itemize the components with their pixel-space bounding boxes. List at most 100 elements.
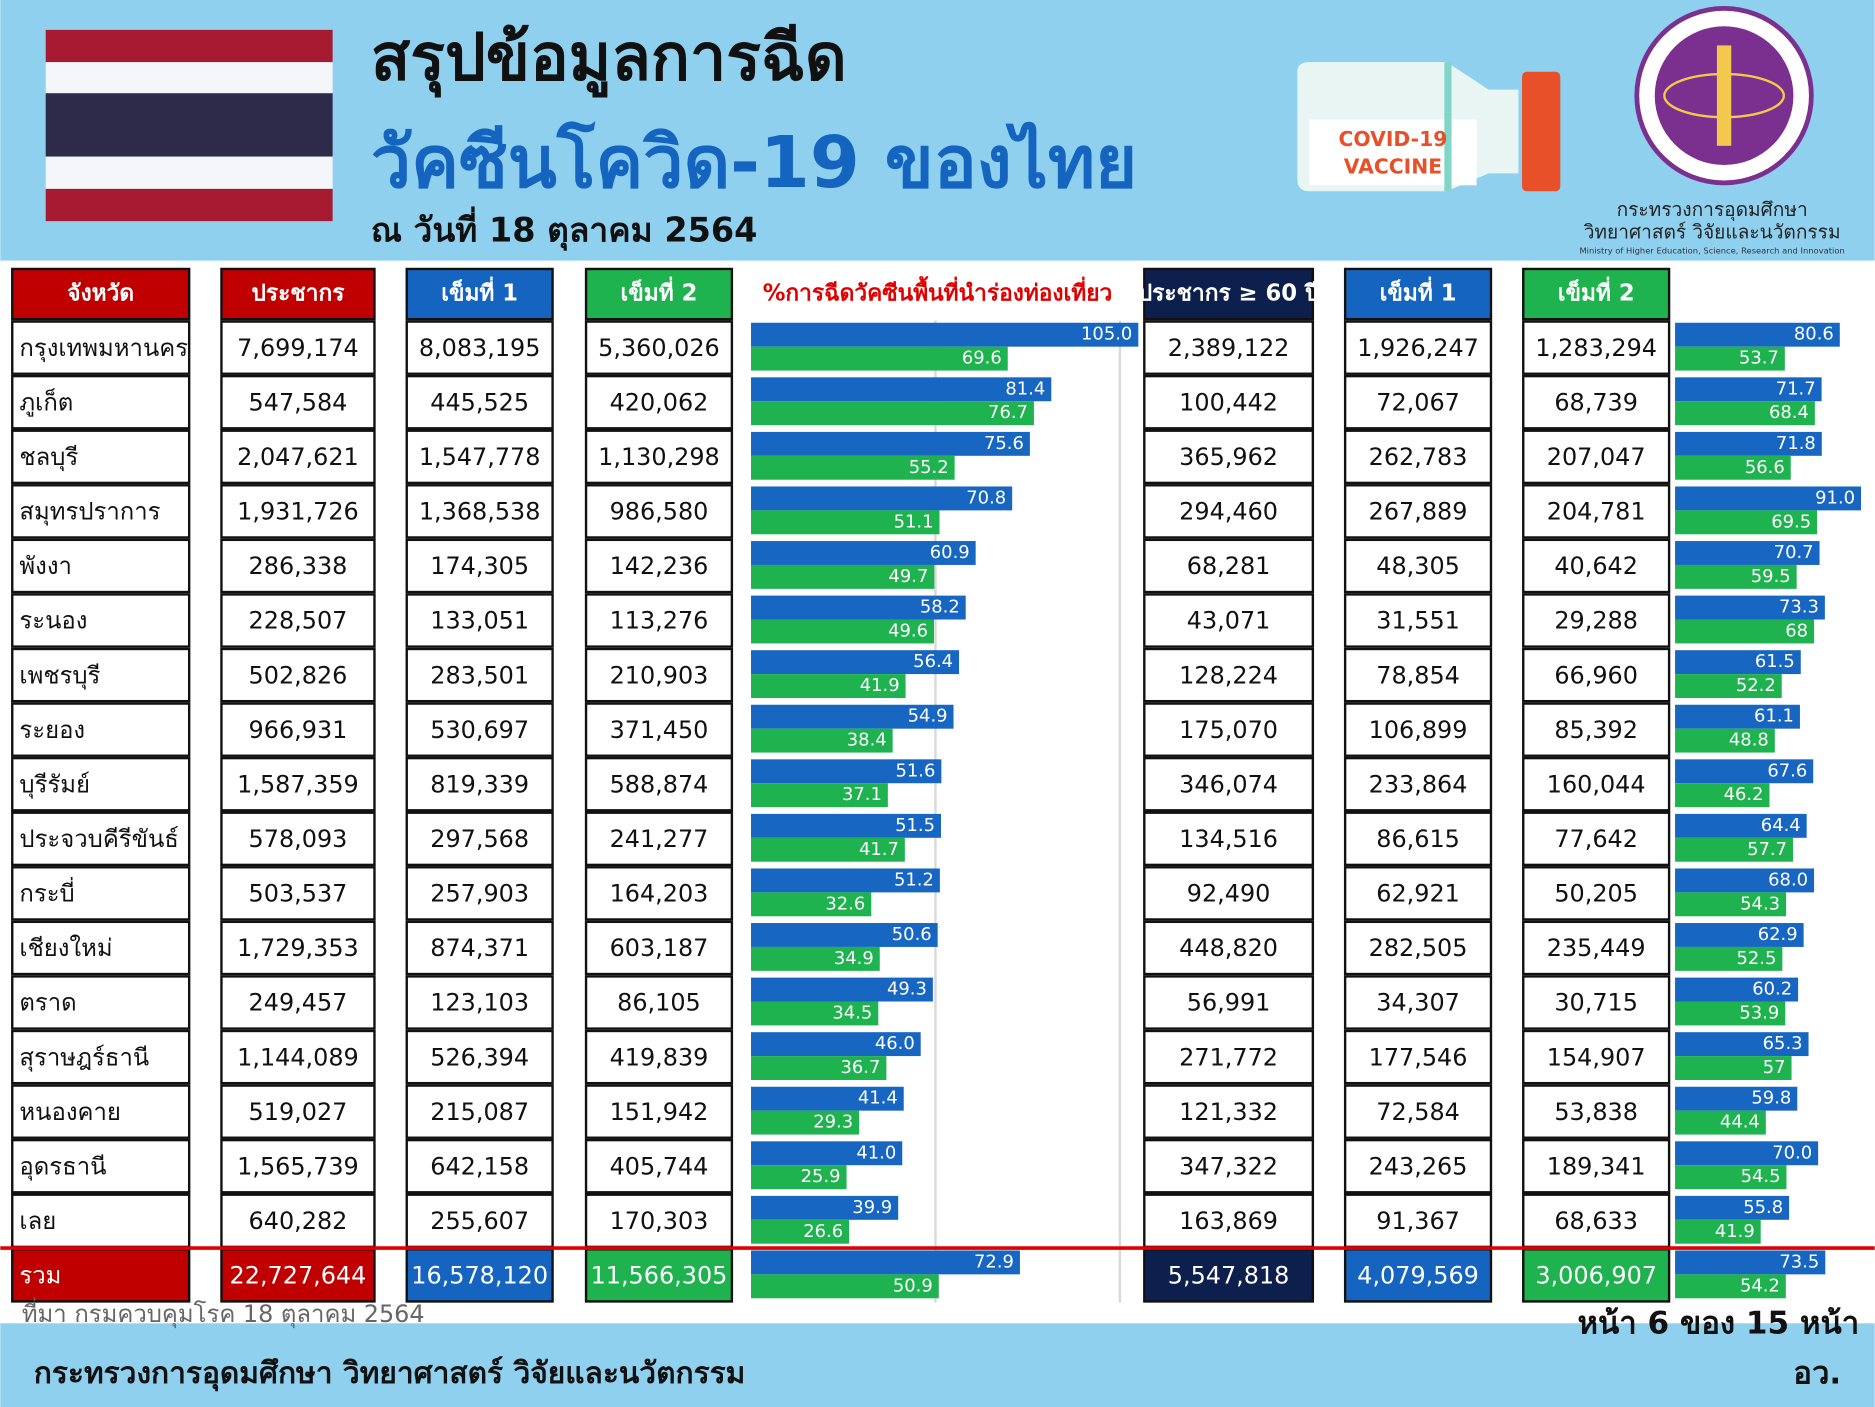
bar <box>751 783 888 808</box>
cell <box>11 647 191 703</box>
cell <box>1343 374 1493 430</box>
cell <box>1143 647 1315 703</box>
cell-value: 2,389,122 <box>1168 334 1290 362</box>
bar-label: 68.4 <box>1769 402 1809 423</box>
cell-value: 420,062 <box>610 388 709 416</box>
cell-value: 228,507 <box>249 607 348 635</box>
bar-label: 41.4 <box>858 1088 898 1109</box>
bar-label: 64.4 <box>1761 815 1801 836</box>
bar-label: 58.2 <box>920 597 960 618</box>
province-name: กรุงเทพมหานคร <box>19 334 188 362</box>
cell-value: 5,547,818 <box>1168 1262 1290 1290</box>
cell-value: 40,642 <box>1554 552 1638 580</box>
cell-value: 547,584 <box>249 388 348 416</box>
header-label: เข็มที่ 2 <box>1558 277 1635 307</box>
cell-value: 1,547,778 <box>419 443 541 471</box>
cell-value: 100,442 <box>1179 388 1278 416</box>
cell <box>11 1029 191 1085</box>
bar-label: 36.7 <box>841 1057 881 1078</box>
cell-value: 966,931 <box>249 716 348 744</box>
bar-label: 51.5 <box>895 815 935 836</box>
cell-value: 142,236 <box>610 552 709 580</box>
bar-label: 54.9 <box>908 706 948 727</box>
cell <box>220 538 376 594</box>
cell <box>1522 756 1671 812</box>
bar-label: 49.6 <box>888 620 928 641</box>
cell <box>405 920 554 976</box>
cell-value: 235,449 <box>1547 934 1646 962</box>
province-name: หนองคาย <box>19 1098 121 1126</box>
bar <box>751 322 1139 347</box>
cell <box>1522 538 1671 594</box>
cell-value: 68,281 <box>1187 552 1271 580</box>
cell-value: 267,889 <box>1369 498 1468 526</box>
cell <box>11 593 191 648</box>
cell-value: 262,783 <box>1369 443 1468 471</box>
cell-value: 5,360,026 <box>598 334 720 362</box>
province-name: สุราษฎร์ธานี <box>19 1043 149 1071</box>
bar <box>751 868 940 893</box>
bar-label: 46.0 <box>875 1033 915 1054</box>
cell <box>1143 866 1315 921</box>
bar <box>1675 1195 1790 1220</box>
bar-label: 55.2 <box>909 457 949 478</box>
header-cell <box>1143 267 1315 321</box>
chart-title: %การฉีดวัคซีนพื้นที่นำร่องท่องเที่ยว <box>763 276 1113 307</box>
bar <box>1675 541 1820 565</box>
cell <box>1343 702 1493 757</box>
cell-value: 448,820 <box>1179 934 1278 962</box>
bar <box>1675 1250 1826 1275</box>
bar <box>1675 1086 1798 1111</box>
cell-value: 163,869 <box>1179 1207 1278 1235</box>
cell-value: 257,903 <box>430 880 529 908</box>
bar <box>1675 1056 1792 1080</box>
cell-value: 1,587,359 <box>237 770 359 798</box>
bar <box>1675 813 1807 838</box>
bar <box>751 564 935 589</box>
ministry-line1: กระทรวงการอุดมศึกษา <box>1617 198 1808 222</box>
bar-label: 75.6 <box>984 433 1024 454</box>
bar-label: 105.0 <box>1081 324 1132 345</box>
cell <box>1143 538 1315 594</box>
bar <box>751 1195 899 1220</box>
cell-value: 445,525 <box>430 388 529 416</box>
cell <box>220 756 376 812</box>
bar <box>1675 486 1862 511</box>
cell-value: 174,305 <box>430 552 529 580</box>
cell-value: 86,105 <box>617 989 701 1017</box>
cell-value: 50,205 <box>1554 880 1638 908</box>
bar-label: 52.5 <box>1736 948 1776 969</box>
cell-value: 177,546 <box>1369 1043 1468 1071</box>
cell <box>405 320 554 375</box>
cell <box>1522 975 1671 1030</box>
thai-flag <box>45 29 333 222</box>
cell <box>584 538 734 594</box>
province-name: ประจวบคีรีขันธ์ <box>19 825 178 853</box>
bar <box>1675 401 1815 426</box>
bar <box>751 346 1008 371</box>
cell-value: 91,367 <box>1376 1207 1460 1235</box>
bar <box>751 377 1052 402</box>
bar <box>751 401 1034 426</box>
bar <box>751 837 905 862</box>
badge-line1: COVID-19 <box>1339 127 1448 151</box>
header-cell <box>584 267 734 321</box>
cell <box>584 702 734 757</box>
cell-value: 346,074 <box>1179 770 1278 798</box>
cell <box>1343 593 1493 648</box>
cell <box>11 866 191 921</box>
bar-label: 70.8 <box>966 487 1006 508</box>
cell <box>584 374 734 430</box>
header-label: เข็มที่ 1 <box>1380 277 1457 307</box>
cell <box>11 1138 191 1194</box>
cell-value: 3,006,907 <box>1535 1262 1657 1290</box>
bar-label: 68.0 <box>1768 869 1808 890</box>
bar-label: 41.0 <box>856 1142 896 1163</box>
cell <box>405 866 554 921</box>
bar <box>1675 564 1797 589</box>
bar-label: 51.1 <box>894 511 934 532</box>
cell <box>11 374 191 430</box>
cell <box>220 484 376 539</box>
cell <box>1143 811 1315 867</box>
cell <box>405 1029 554 1085</box>
